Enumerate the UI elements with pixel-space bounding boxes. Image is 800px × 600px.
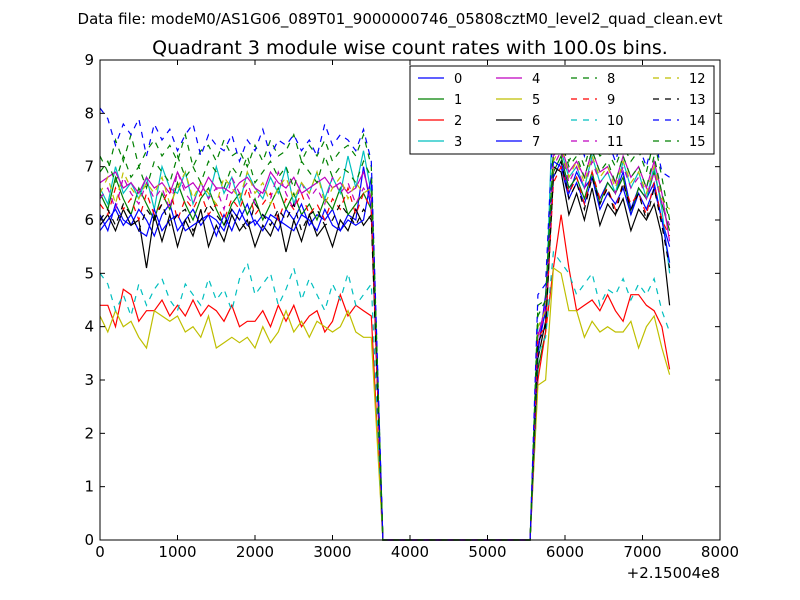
y-tick-label: 8 <box>84 104 94 122</box>
legend-label-8: 8 <box>607 72 615 87</box>
legend-label-13: 13 <box>689 93 706 108</box>
y-tick-label: 4 <box>84 318 94 336</box>
legend-label-9: 9 <box>607 93 615 108</box>
series-line-9 <box>99 165 671 541</box>
legend-label-0: 0 <box>454 72 462 87</box>
series-line-13 <box>99 159 671 541</box>
x-offset-label: +2.15004e8 <box>627 564 720 582</box>
legend-label-2: 2 <box>454 114 462 129</box>
y-tick-label: 3 <box>84 371 94 389</box>
x-tick-label: 6000 <box>546 543 584 561</box>
y-tick-label: 5 <box>84 264 94 282</box>
chart-title: Quadrant 3 module wise count rates with … <box>152 37 668 59</box>
series-line-2 <box>100 214 671 541</box>
x-tick-label: 4000 <box>391 543 429 561</box>
legend-label-11: 11 <box>607 135 624 150</box>
y-tick-label: 1 <box>84 478 94 496</box>
series-line-12 <box>99 143 671 541</box>
legend-label-12: 12 <box>689 72 706 87</box>
x-tick-label: 3000 <box>313 543 351 561</box>
x-tick-label: 5000 <box>468 543 506 561</box>
legend-label-14: 14 <box>689 114 706 129</box>
x-tick-label: 1000 <box>158 543 196 561</box>
x-tick-label: 0 <box>95 543 105 561</box>
ticks-layer: 0 1000 2000 3000 4000 5000 6000 7000 80000123456… <box>84 51 739 561</box>
y-tick-label: 9 <box>84 51 94 69</box>
x-tick-label: 8000 <box>701 543 739 561</box>
series-line-5 <box>99 266 671 541</box>
legend-label-4: 4 <box>532 72 540 87</box>
legend-label-5: 5 <box>532 93 540 108</box>
legend-label-10: 10 <box>607 114 624 129</box>
legend-label-3: 3 <box>454 135 462 150</box>
x-tick-label: 7000 <box>623 543 661 561</box>
x-tick-label: 2000 <box>236 543 274 561</box>
y-tick-label: 6 <box>84 211 94 229</box>
legend-box <box>409 65 715 155</box>
y-tick-label: 7 <box>84 158 94 176</box>
legend-label-6: 6 <box>532 114 540 129</box>
legend-label-1: 1 <box>454 93 462 108</box>
legend-label-7: 7 <box>532 135 540 150</box>
series-line-10 <box>99 250 671 541</box>
y-tick-label: 0 <box>84 531 94 549</box>
series-line-7 <box>99 160 671 541</box>
legend-label-15: 15 <box>689 135 706 150</box>
suptitle: Data file: modeM0/AS1G06_089T01_90000007… <box>78 10 723 29</box>
series-line-11 <box>99 148 671 541</box>
y-tick-label: 2 <box>84 424 94 442</box>
series-line-15 <box>99 138 671 541</box>
